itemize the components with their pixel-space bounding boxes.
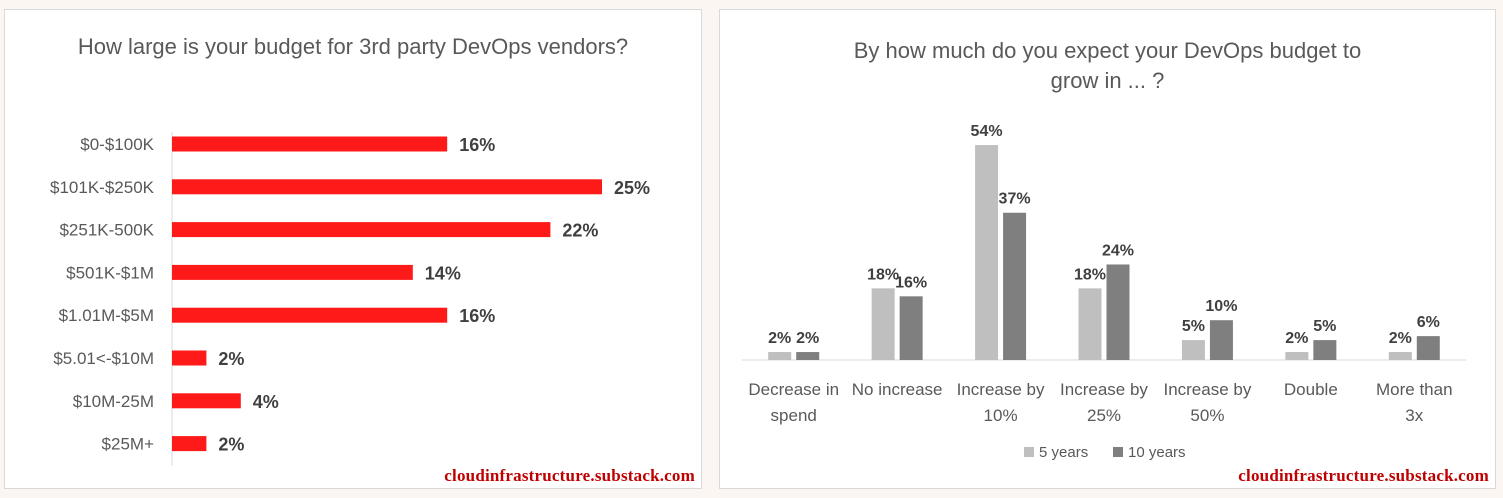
bar <box>172 264 413 280</box>
budget-growth-chart-panel: By how much do you expect your DevOps bu… <box>719 9 1496 489</box>
data-label: 25% <box>614 178 650 198</box>
legend-label: 5 years <box>1039 444 1088 461</box>
x-tick-label: 50% <box>1190 406 1224 425</box>
x-tick-label: 25% <box>1087 406 1121 425</box>
data-label: 10% <box>1205 298 1237 315</box>
data-label: 5% <box>1182 318 1205 335</box>
bar-10-years <box>1003 212 1027 360</box>
bar <box>172 307 448 323</box>
bar-10-years <box>796 352 820 360</box>
data-label: 2% <box>768 330 791 347</box>
x-tick-label: No increase <box>852 380 943 399</box>
data-label: 2% <box>1389 330 1412 347</box>
x-tick-label: spend <box>771 406 817 425</box>
y-tick-label: $10M-25M <box>73 392 154 411</box>
bar <box>172 136 448 152</box>
y-tick-label: $501K-$1M <box>66 263 154 282</box>
x-tick-label: Double <box>1284 380 1338 399</box>
data-label: 14% <box>425 263 461 283</box>
legend-swatch-10-years <box>1113 447 1123 457</box>
bar <box>172 350 207 366</box>
data-label: 5% <box>1313 318 1336 335</box>
x-tick-label: Decrease in <box>748 380 839 399</box>
bar-10-years <box>899 296 923 360</box>
data-label: 2% <box>796 330 819 347</box>
bar-5-years <box>1285 352 1309 360</box>
budget-size-chart: $0-$100K 16% $101K-$250K 25% $251K-500K 22% $5… <box>50 132 650 466</box>
bar-5-years <box>768 352 792 360</box>
bar-10-years <box>1313 340 1337 360</box>
bar-10-years <box>1209 320 1233 360</box>
bar-5-years <box>1388 352 1412 360</box>
budget-size-chart-title: How large is your budget for 3rd party D… <box>77 34 629 59</box>
x-tick-label: Increase by <box>1060 380 1148 399</box>
bar-5-years <box>1181 340 1205 360</box>
bar-10-years <box>1106 264 1130 360</box>
data-label: 4% <box>253 392 279 412</box>
data-label: 37% <box>999 191 1031 208</box>
bar-10-years <box>1416 336 1440 360</box>
bar <box>172 436 207 452</box>
data-label: 24% <box>1102 242 1134 259</box>
data-label: 2% <box>218 349 244 369</box>
bar <box>172 222 551 238</box>
data-label: 16% <box>459 306 495 326</box>
y-tick-label: $0-$100K <box>80 135 154 154</box>
data-label: 22% <box>562 221 598 241</box>
data-label: 18% <box>867 266 899 283</box>
bar-5-years <box>975 145 999 360</box>
watermark-right: cloudinfrastructure.substack.com <box>1238 466 1489 485</box>
x-tick-label: Increase by <box>957 380 1045 399</box>
bar-5-years <box>1078 288 1102 360</box>
data-label: 16% <box>459 135 495 155</box>
legend-swatch-5-years <box>1024 447 1034 457</box>
bar <box>172 393 241 409</box>
data-label: 6% <box>1417 314 1440 331</box>
data-label: 2% <box>1285 330 1308 347</box>
x-tick-label: Increase by <box>1163 380 1251 399</box>
y-tick-label: $1.01M-$5M <box>59 306 154 325</box>
x-tick-label: 3x <box>1405 406 1423 425</box>
budget-size-chart-panel: How large is your budget for 3rd party D… <box>4 9 702 489</box>
watermark-left: cloudinfrastructure.substack.com <box>444 466 695 485</box>
data-label: 18% <box>1074 266 1106 283</box>
data-label: 54% <box>971 123 1003 140</box>
y-tick-label: $251K-500K <box>59 221 154 240</box>
x-tick-label: 10% <box>984 406 1018 425</box>
data-label: 16% <box>895 274 927 291</box>
bar <box>172 179 602 195</box>
bar-5-years <box>871 288 895 360</box>
legend-label: 10 years <box>1128 444 1186 461</box>
y-tick-label: $101K-$250K <box>50 178 155 197</box>
y-tick-label: $5.01<-$10M <box>53 349 154 368</box>
data-label: 2% <box>218 435 244 455</box>
budget-growth-chart-title: By how much do you expect your DevOps bu… <box>853 38 1362 93</box>
y-tick-label: $25M+ <box>102 435 155 454</box>
x-tick-label: More than <box>1376 380 1453 399</box>
